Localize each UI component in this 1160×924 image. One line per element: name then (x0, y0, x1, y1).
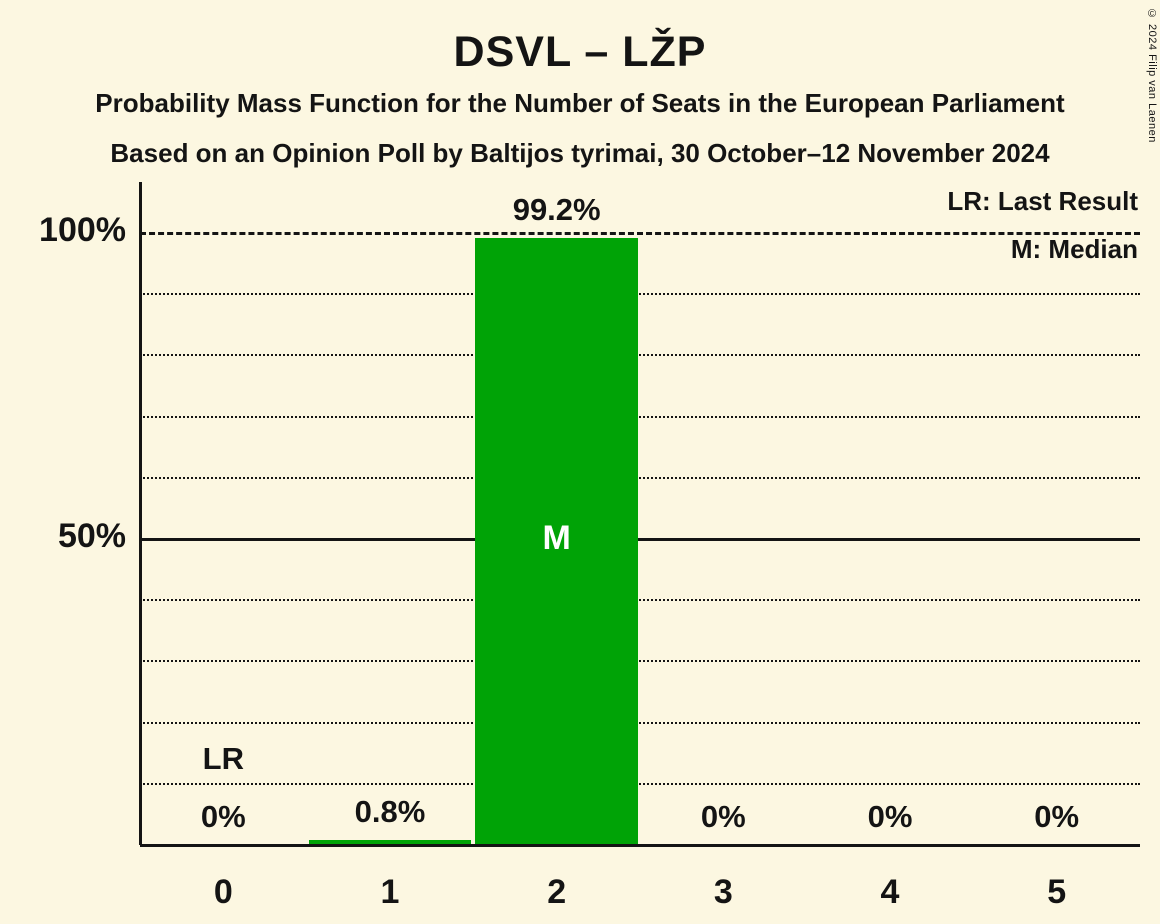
bar (308, 840, 472, 845)
gridline-major (140, 537, 1140, 541)
chart-subtitle-poll: Based on an Opinion Poll by Baltijos tyr… (110, 138, 1050, 168)
bar-value-label: 0% (1034, 799, 1080, 834)
chart-subtitle: Probability Mass Function for the Number… (95, 88, 1065, 118)
last-result-marker: LR (202, 741, 244, 776)
gridline-minor (140, 599, 1140, 602)
legend-last-result: LR: Last Result (947, 186, 1138, 216)
median-marker: M (542, 519, 571, 558)
gridline-minor (140, 721, 1140, 724)
legend-median: M: Median (1010, 234, 1138, 264)
gridline-minor (140, 354, 1140, 357)
gridline-minor (140, 782, 1140, 785)
gridline-minor (140, 476, 1140, 479)
x-axis-tick-label: 1 (380, 873, 400, 911)
y-axis-tick-label: 50% (57, 517, 126, 555)
x-axis-tick-label: 2 (547, 873, 567, 911)
gridline-major (140, 231, 1140, 235)
bar-value-label: 0% (200, 799, 246, 834)
gridline-minor (140, 293, 1140, 296)
x-axis-tick-label: 5 (1047, 873, 1067, 911)
bar-value-label: 0.8% (354, 794, 426, 830)
bar-value-label: 0% (867, 799, 913, 834)
bar (475, 237, 638, 845)
x-axis-tick-label: 0 (213, 873, 233, 911)
bar-value-label: 99.2% (512, 191, 601, 227)
gridline-minor (140, 415, 1140, 418)
x-axis-line (140, 843, 1140, 847)
x-axis-tick-label: 4 (880, 873, 900, 911)
gridline-minor (140, 660, 1140, 663)
copyright-notice: © 2024 Filip van Laenen (1146, 8, 1158, 143)
x-axis-tick-label: 3 (713, 873, 733, 911)
y-axis-line (138, 182, 142, 845)
bar-value-label: 0% (700, 799, 746, 834)
y-axis-tick-label: 100% (39, 211, 126, 249)
chart-title: DSVL – LŽP (453, 28, 707, 76)
